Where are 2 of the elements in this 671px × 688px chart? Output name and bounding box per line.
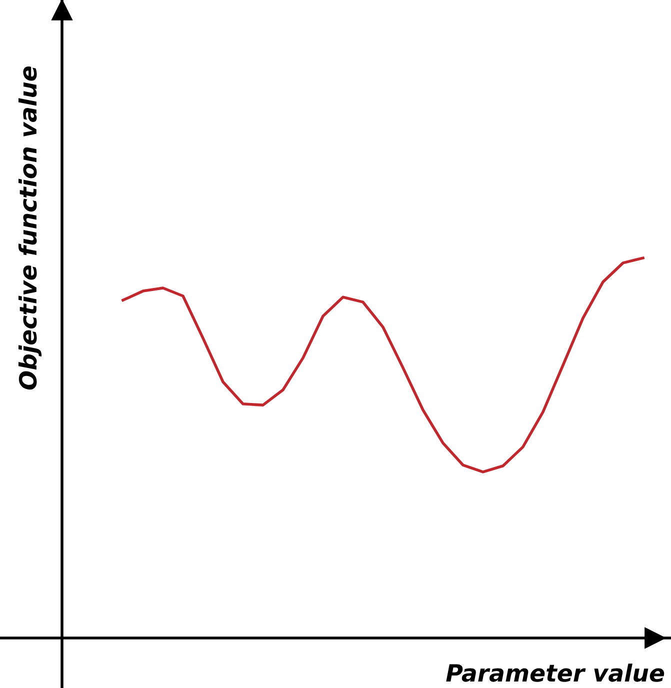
- x-axis-title: Parameter value: [446, 664, 664, 682]
- y-axis-title: Objective function value: [18, 66, 42, 390]
